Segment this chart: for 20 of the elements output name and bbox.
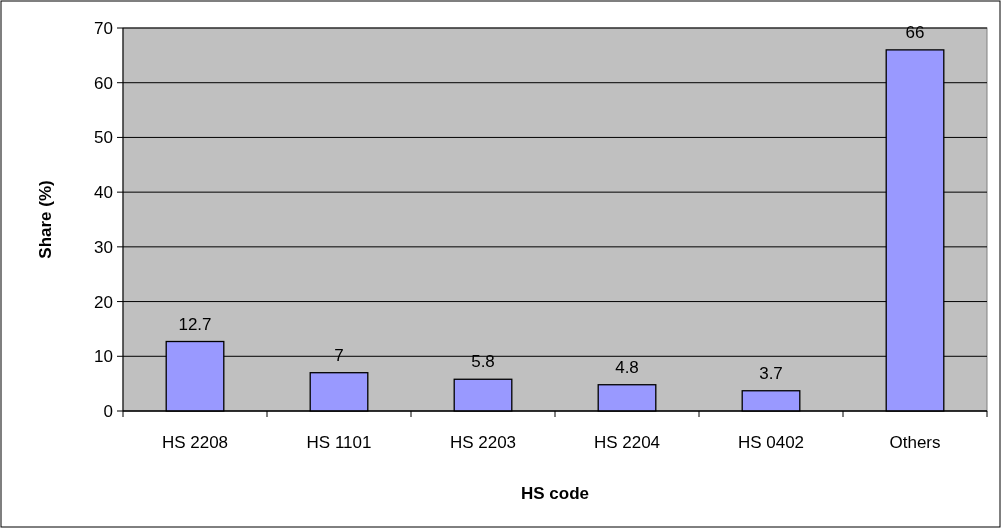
data-label: 4.8 xyxy=(615,357,639,377)
x-tick-label: HS 2208 xyxy=(161,433,229,452)
x-tick-label: Others xyxy=(889,433,941,452)
data-label: 3.7 xyxy=(759,363,783,383)
x-tick-label: HS 2203 xyxy=(449,433,517,452)
x-tick-label: HS 2204 xyxy=(593,433,661,452)
y-tick-label: 70 xyxy=(94,18,113,38)
y-tick-label: 60 xyxy=(94,73,113,93)
y-tick-label: 50 xyxy=(94,128,113,148)
y-tick-label: 0 xyxy=(103,401,113,421)
x-tick-label: HS 1101 xyxy=(306,433,372,452)
y-tick-label: 20 xyxy=(94,292,113,312)
data-label: 5.8 xyxy=(471,352,495,372)
y-tick-label: 40 xyxy=(94,183,113,203)
y-tick-label: 30 xyxy=(94,237,113,257)
x-axis-title: HS code xyxy=(520,484,590,503)
data-label: 12.7 xyxy=(178,314,212,334)
y-tick-label: 10 xyxy=(94,347,113,367)
y-axis-title: Share (%) xyxy=(36,180,55,259)
x-tick-label: HS 0402 xyxy=(737,433,805,452)
